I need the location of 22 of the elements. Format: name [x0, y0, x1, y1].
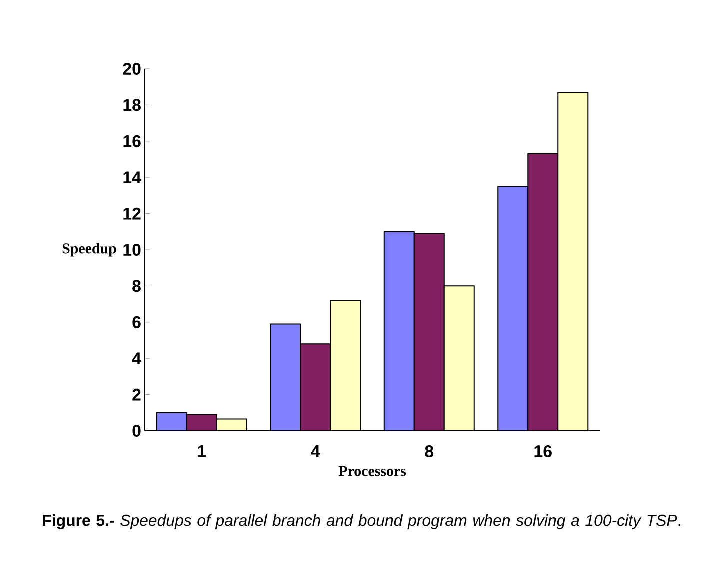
x-tick-label: 1 — [198, 446, 206, 458]
bar — [414, 234, 444, 431]
y-tick-label: 12 — [124, 208, 141, 220]
text: Figure 5.- Speedups of parallel branch and bound program when solving a 100-city TSP. — [43, 514, 680, 530]
y-tick-label: 2 — [132, 388, 141, 401]
y-tick-label: 10 — [124, 244, 141, 256]
bar — [300, 344, 331, 431]
bar — [528, 154, 559, 431]
x-tick-label: 16 — [534, 446, 552, 458]
y-tick-label: 16 — [124, 135, 141, 148]
x-tick-label: 4 — [311, 446, 320, 458]
y-axis-title: Speedup — [62, 243, 116, 257]
y-tick-label: 4 — [132, 352, 142, 364]
bar — [186, 414, 217, 431]
x-tick-label: 8 — [425, 446, 434, 458]
y-tick-label: 8 — [132, 280, 141, 292]
y-tick-label: 20 — [123, 62, 141, 75]
y-tick-label: 14 — [124, 172, 142, 184]
y-tick-label: 18 — [124, 99, 141, 112]
y-tick-label: 6 — [132, 316, 141, 328]
x-axis-title: Processors — [338, 466, 406, 476]
y-tick-label: 0 — [132, 424, 141, 437]
